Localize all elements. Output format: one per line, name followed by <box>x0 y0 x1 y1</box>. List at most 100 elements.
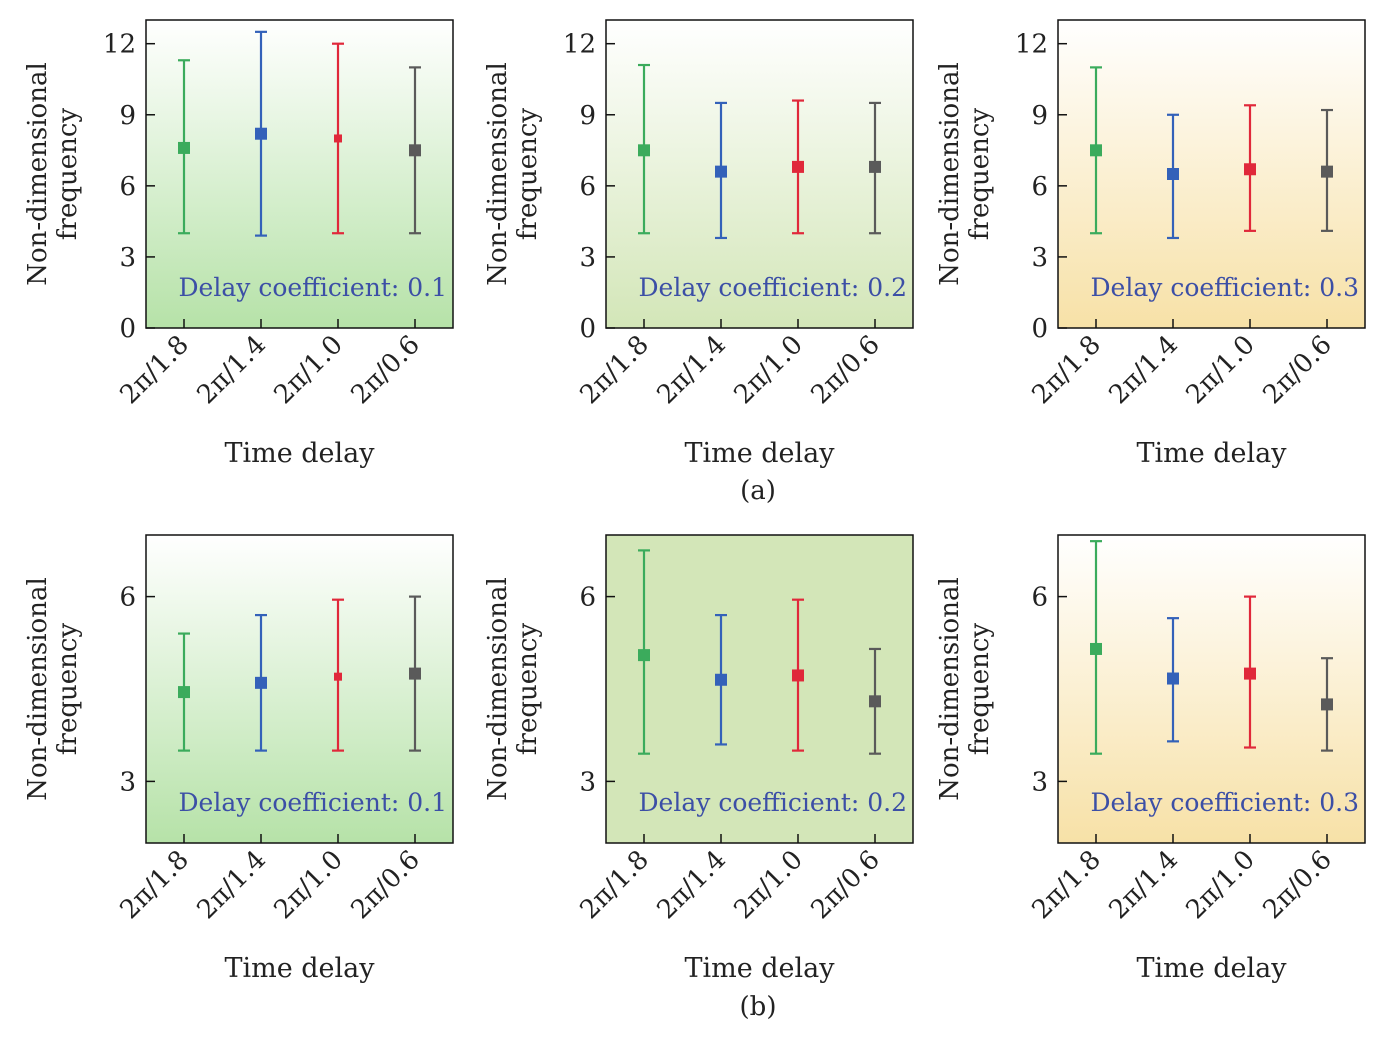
x-tick-label: 2π/1.4 <box>1104 845 1184 925</box>
y-tick-label: 12 <box>103 30 136 60</box>
y-axis-label: Non-dimensionalfrequency <box>935 62 995 286</box>
y-tick-label: 6 <box>1031 583 1048 613</box>
y-axis-label: Non-dimensionalfrequency <box>935 577 995 801</box>
x-tick-label: 2π/1.0 <box>269 845 349 925</box>
x-axis-label: Time delay <box>224 438 375 469</box>
data-point-blue <box>1167 168 1179 180</box>
data-point-red <box>1244 163 1256 176</box>
data-point-green <box>1090 144 1102 157</box>
data-point-red <box>792 669 804 682</box>
y-axis-label-line: Non-dimensional <box>935 62 965 286</box>
x-axis-label: Time delay <box>1136 438 1287 469</box>
y-axis-label: Non-dimensionalfrequency <box>483 577 543 801</box>
y-axis-label-line: Non-dimensional <box>483 62 513 286</box>
plot-background <box>606 535 913 843</box>
data-point-gray <box>1321 698 1333 711</box>
data-point-green <box>178 141 190 154</box>
y-tick-label: 6 <box>119 172 136 202</box>
y-tick-label: 0 <box>1031 314 1048 344</box>
data-point-blue <box>1167 672 1179 685</box>
y-axis-label-line: frequency <box>53 623 83 756</box>
data-point-green <box>638 144 650 157</box>
x-tick-label: 2π/0.6 <box>346 845 426 925</box>
x-tick-label: 2π/1.8 <box>1027 845 1107 925</box>
plot-frame <box>605 534 914 844</box>
x-tick-label: 2π/1.8 <box>575 845 655 925</box>
x-tick-label: 2π/1.8 <box>115 845 195 925</box>
x-tick-label: 2π/1.4 <box>1104 330 1184 410</box>
data-point-blue <box>255 676 267 689</box>
y-tick-label: 6 <box>579 583 596 613</box>
y-axis-label-line: Non-dimensional <box>483 577 513 801</box>
x-axis-label: Time delay <box>224 953 375 984</box>
panel-b1: 3 6 2π/1.82π/1.42π/1.02π/0.6 Delay coeffici… <box>23 534 454 984</box>
caption-b: (b) <box>739 992 777 1022</box>
data-point-red <box>334 672 342 681</box>
data-point-blue <box>715 673 727 686</box>
y-axis-label-line: frequency <box>965 623 995 756</box>
plot-background <box>1058 20 1365 328</box>
data-point-gray <box>869 160 881 173</box>
plot-background <box>146 535 453 843</box>
data-point-blue <box>715 165 727 178</box>
x-axis-label: Time delay <box>684 953 835 984</box>
y-tick-label: 6 <box>1031 172 1048 202</box>
plot-frame <box>145 19 454 329</box>
y-tick-label: 6 <box>579 172 596 202</box>
delay-coefficient-label: Delay coefficient: 0.3 <box>1091 273 1359 302</box>
delay-coefficient-label: Delay coefficient: 0.1 <box>179 273 447 302</box>
x-tick-label: 2π/0.6 <box>806 330 886 410</box>
x-tick-label: 2π/0.6 <box>806 845 886 925</box>
x-axis-label: Time delay <box>1136 953 1287 984</box>
y-axis-label-line: Non-dimensional <box>935 577 965 801</box>
panel-b2: 3 6 2π/1.82π/1.42π/1.02π/0.6 Delay coeffici… <box>483 534 914 984</box>
y-axis-label: Non-dimensionalfrequency <box>483 62 543 286</box>
y-tick-label: 3 <box>119 243 136 273</box>
delay-coefficient-label: Delay coefficient: 0.2 <box>639 273 907 302</box>
delay-coefficient-label: Delay coefficient: 0.1 <box>179 788 447 817</box>
data-point-gray <box>869 695 881 708</box>
y-axis-label: Non-dimensionalfrequency <box>23 62 83 286</box>
plot-frame <box>605 19 914 329</box>
x-tick-label: 2π/1.0 <box>1181 330 1261 410</box>
x-tick-label: 2π/1.0 <box>1181 845 1261 925</box>
data-point-red <box>792 160 804 173</box>
data-point-gray <box>409 667 421 680</box>
data-point-green <box>178 686 190 699</box>
delay-coefficient-label: Delay coefficient: 0.3 <box>1091 788 1359 817</box>
plot-frame <box>1057 19 1366 329</box>
x-tick-label: 2π/1.0 <box>729 330 809 410</box>
y-axis-label-line: frequency <box>513 108 543 241</box>
delay-coefficient-label: Delay coefficient: 0.2 <box>639 788 907 817</box>
x-tick-label: 2π/0.6 <box>1258 330 1338 410</box>
data-point-red <box>334 134 342 143</box>
y-tick-label: 9 <box>579 101 596 131</box>
x-tick-label: 2π/1.4 <box>652 330 732 410</box>
y-tick-label: 0 <box>119 314 136 344</box>
x-tick-label: 2π/1.4 <box>192 845 272 925</box>
data-point-gray <box>1321 165 1333 178</box>
y-tick-label: 9 <box>1031 101 1048 131</box>
y-tick-label: 3 <box>119 767 136 797</box>
x-tick-label: 2π/1.0 <box>729 845 809 925</box>
y-axis-label-line: frequency <box>513 623 543 756</box>
data-point-green <box>1090 642 1102 655</box>
y-axis-label-line: frequency <box>965 108 995 241</box>
x-tick-label: 2π/1.4 <box>652 845 732 925</box>
y-axis-label-line: frequency <box>53 108 83 241</box>
y-axis-label: Non-dimensionalfrequency <box>23 577 83 801</box>
plot-background <box>606 20 913 328</box>
plot-frame <box>145 534 454 844</box>
x-tick-label: 2π/0.6 <box>1258 845 1338 925</box>
caption-a: (a) <box>740 476 776 506</box>
data-point-blue <box>255 127 267 140</box>
y-tick-label: 3 <box>579 767 596 797</box>
y-tick-label: 9 <box>119 101 136 131</box>
plot-frame <box>1057 534 1366 844</box>
data-point-green <box>638 649 650 662</box>
